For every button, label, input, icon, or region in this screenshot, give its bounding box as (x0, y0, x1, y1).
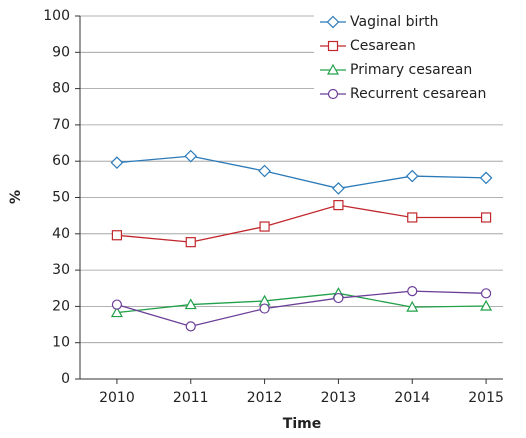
data-point (110, 306, 123, 318)
legend-label: Recurrent cesarean (350, 86, 486, 102)
y-axis-label: % (8, 190, 24, 204)
data-point (184, 149, 198, 163)
data-point (333, 200, 344, 211)
data-point (479, 171, 493, 185)
data-point (333, 292, 344, 304)
data-point (407, 286, 418, 297)
legend: Vaginal birth Cesarean Primary cesarean Rec… (314, 10, 523, 106)
y-tick-label: 30 (52, 262, 70, 278)
data-point (480, 212, 492, 223)
data-point (407, 212, 418, 223)
y-tick-label: 0 (61, 371, 70, 387)
series-line (116, 290, 487, 328)
x-axis-label: Time (283, 416, 321, 432)
x-tick-label: 2015 (468, 390, 504, 406)
y-tick-label: 100 (43, 8, 70, 24)
y-tick-label: 50 (52, 190, 70, 206)
legend-marker (326, 63, 340, 75)
x-tick-label: 2010 (99, 390, 135, 406)
x-tick-label: 2012 (247, 390, 283, 406)
data-point (184, 298, 197, 310)
legend-marker (326, 15, 340, 29)
legend-box (314, 10, 523, 106)
legend-marker (327, 88, 339, 100)
x-tick-label: 2011 (173, 390, 209, 406)
legend-label: Primary cesarean (350, 62, 472, 78)
series-line (116, 292, 487, 314)
data-point (258, 164, 271, 178)
y-tick-label: 70 (52, 117, 70, 133)
data-point (406, 300, 419, 312)
data-point (185, 321, 196, 332)
data-point (480, 299, 493, 311)
y-tick-label: 20 (52, 298, 70, 314)
legend-label: Vaginal birth (350, 14, 439, 30)
y-tick-label: 60 (52, 153, 70, 169)
data-point (332, 182, 345, 195)
series-line (116, 155, 487, 190)
y-tick-label: 10 (52, 335, 70, 351)
data-point (405, 169, 419, 183)
data-point (111, 299, 123, 310)
data-point (111, 230, 123, 241)
legend-marker (327, 40, 339, 52)
data-point (185, 237, 196, 248)
y-tick-label: 90 (52, 44, 70, 60)
data-point (110, 156, 124, 170)
series-line (116, 204, 487, 243)
x-tick-label: 2013 (321, 390, 357, 406)
data-point (259, 303, 270, 314)
x-tick-label: 2014 (394, 390, 430, 406)
y-tick-label: 80 (52, 81, 70, 97)
data-point (480, 288, 492, 299)
data-point (259, 221, 270, 232)
y-tick-label: 40 (52, 226, 70, 242)
legend-label: Cesarean (350, 38, 416, 54)
